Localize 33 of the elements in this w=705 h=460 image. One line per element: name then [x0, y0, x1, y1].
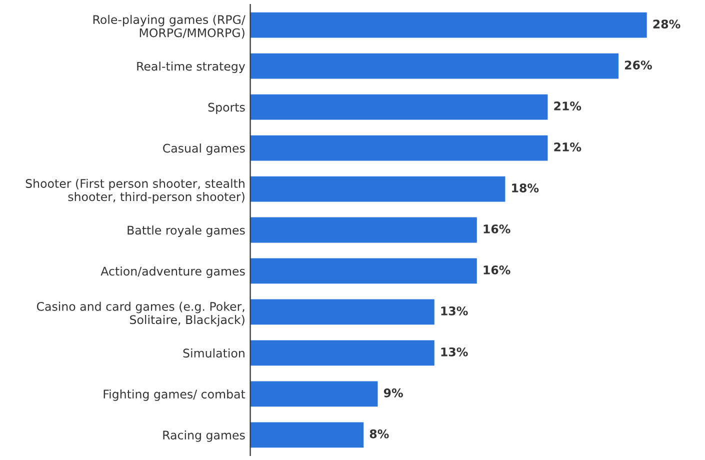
- data-label: 18%: [512, 184, 539, 192]
- data-label: 16%: [484, 265, 510, 274]
- data-label: 26%: [625, 60, 652, 70]
- y-tick-label: Casino and card games (e.g. Poker, Solitaire, Blackjack): [36, 302, 244, 326]
- bar: [250, 258, 477, 284]
- bar: [250, 422, 364, 448]
- y-tick-label: Real-time strategy: [137, 62, 246, 74]
- y-tick-label: Role-playing games (RPG/ MORPG/MMORPG): [93, 14, 246, 39]
- bar: [250, 381, 378, 407]
- y-tick-label: Casual games: [163, 144, 245, 155]
- data-label: 9%: [384, 388, 403, 398]
- data-label: 13%: [441, 306, 468, 316]
- bar: [250, 217, 477, 243]
- data-label: 21%: [554, 102, 582, 110]
- bar: [250, 176, 506, 202]
- data-label: 8%: [370, 429, 389, 438]
- y-tick-label: Shooter (First person shooter, stealth shooter, third-person shooter): [26, 178, 244, 204]
- y-tick-label: Action/adventure games: [100, 266, 245, 278]
- y-tick-label: Racing games: [163, 430, 245, 442]
- data-label: 13%: [441, 347, 468, 356]
- bar: [250, 94, 548, 120]
- y-tick-label: Simulation: [183, 348, 244, 358]
- bar: [250, 135, 548, 161]
- bar: [250, 12, 647, 38]
- y-tick-label: Battle royale games: [128, 226, 245, 237]
- y-tick-label: Fighting games/ combat: [104, 389, 246, 401]
- y-tick-label: Sports: [208, 102, 245, 114]
- bar: [250, 299, 434, 325]
- bar: [250, 340, 434, 366]
- data-label: 16%: [484, 224, 510, 234]
- bar: [250, 53, 619, 79]
- data-label: 21%: [554, 142, 582, 152]
- data-label: 28%: [653, 20, 680, 29]
